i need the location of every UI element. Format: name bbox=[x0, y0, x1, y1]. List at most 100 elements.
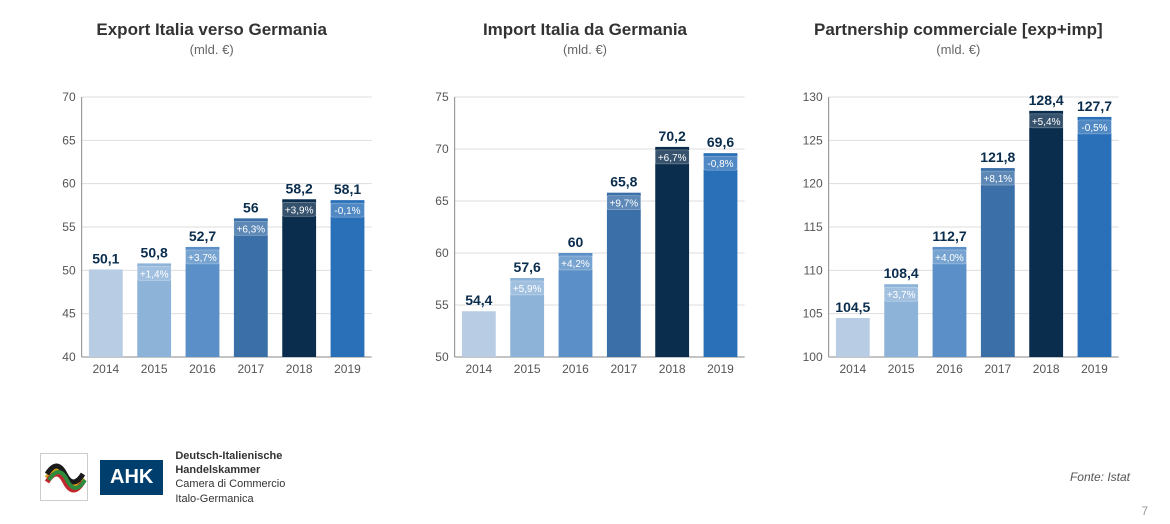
logo-text: Deutsch-Italienische Handelskammer Camer… bbox=[175, 449, 285, 506]
chart-svg: 100105110115120125130104,52014108,4+3,7%… bbox=[787, 67, 1130, 387]
bar-pct-label: +9,7% bbox=[610, 199, 639, 210]
bar bbox=[331, 200, 365, 357]
logo-line4: Italo-Germanica bbox=[175, 492, 285, 506]
bar-value-label: 121,8 bbox=[980, 149, 1015, 165]
y-tick-label: 70 bbox=[436, 142, 450, 156]
y-tick-label: 45 bbox=[62, 307, 76, 321]
bar-value-label: 57,6 bbox=[514, 259, 541, 275]
y-tick-label: 120 bbox=[802, 177, 822, 191]
x-tick-label: 2016 bbox=[562, 362, 589, 376]
x-tick-label: 2019 bbox=[707, 362, 734, 376]
ahk-badge: AHK bbox=[100, 460, 163, 495]
bar-value-label: 112,7 bbox=[932, 228, 966, 244]
bar-pct-label: +4,0% bbox=[935, 253, 964, 264]
bar-value-label: 52,7 bbox=[189, 228, 216, 244]
logo-line2: Handelskammer bbox=[175, 463, 285, 477]
x-tick-label: 2019 bbox=[334, 362, 361, 376]
bar bbox=[607, 193, 641, 357]
x-tick-label: 2017 bbox=[237, 362, 264, 376]
bar-value-label: 58,2 bbox=[286, 180, 313, 196]
bar-value-label: 69,6 bbox=[707, 134, 734, 150]
chart-svg: 4045505560657050,1201450,8+1,4%201552,7+… bbox=[40, 67, 383, 387]
chart-title: Export Italia verso Germania bbox=[96, 20, 327, 40]
bar-value-label: 65,8 bbox=[611, 174, 638, 190]
bar-value-label: 127,7 bbox=[1077, 98, 1112, 114]
page-number: 7 bbox=[1141, 504, 1148, 518]
bar bbox=[234, 218, 268, 357]
bar-value-label: 58,1 bbox=[334, 181, 361, 197]
bar-pct-label: -0,5% bbox=[1081, 123, 1107, 134]
y-tick-label: 60 bbox=[62, 177, 76, 191]
chart-2: Partnership commerciale [exp+imp] (mld. €… bbox=[787, 20, 1130, 387]
y-tick-label: 55 bbox=[436, 298, 450, 312]
y-tick-label: 110 bbox=[803, 263, 822, 277]
chart-title: Import Italia da Germania bbox=[483, 20, 687, 40]
bar-pct-label: +8,1% bbox=[983, 174, 1012, 185]
y-tick-label: 70 bbox=[62, 90, 76, 104]
x-tick-label: 2014 bbox=[466, 362, 493, 376]
bar bbox=[836, 318, 870, 357]
bar-pct-label: +1,4% bbox=[140, 269, 169, 280]
y-tick-label: 100 bbox=[802, 350, 822, 364]
bar bbox=[462, 311, 496, 357]
x-tick-label: 2018 bbox=[659, 362, 686, 376]
chart-1: Import Italia da Germania (mld. €) 50 55 60 6… bbox=[413, 20, 756, 387]
footer: AHK Deutsch-Italienische Handelskammer C… bbox=[40, 449, 1130, 506]
bar-pct-label: +3,9% bbox=[285, 205, 314, 216]
y-tick-label: 55 bbox=[62, 220, 76, 234]
y-tick-label: 60 bbox=[436, 246, 450, 260]
x-tick-label: 2015 bbox=[887, 362, 914, 376]
bar-value-label: 108,4 bbox=[883, 265, 918, 281]
y-tick-label: 75 bbox=[436, 90, 450, 104]
bar bbox=[656, 147, 690, 357]
x-tick-label: 2019 bbox=[1081, 362, 1108, 376]
bar-value-label: 128,4 bbox=[1028, 92, 1063, 108]
bar bbox=[282, 199, 316, 357]
x-tick-label: 2016 bbox=[936, 362, 963, 376]
x-tick-label: 2018 bbox=[286, 362, 313, 376]
bar-value-label: 56 bbox=[243, 199, 259, 215]
bar-pct-label: +6,7% bbox=[658, 153, 687, 164]
chart-subtitle: (mld. €) bbox=[936, 42, 980, 57]
source-label: Fonte: Istat bbox=[1070, 470, 1130, 484]
x-tick-label: 2017 bbox=[984, 362, 1011, 376]
y-tick-label: 50 bbox=[62, 263, 76, 277]
bar-pct-label: -0,8% bbox=[708, 159, 734, 170]
chart-title: Partnership commerciale [exp+imp] bbox=[814, 20, 1103, 40]
chart-0: Export Italia verso Germania (mld. €) 40 45… bbox=[40, 20, 383, 387]
chart-subtitle: (mld. €) bbox=[190, 42, 234, 57]
logo-line3: Camera di Commercio bbox=[175, 477, 285, 491]
bar-pct-label: -0,1% bbox=[334, 206, 360, 217]
bar-pct-label: +3,7% bbox=[887, 290, 916, 301]
y-tick-label: 130 bbox=[802, 90, 822, 104]
x-tick-label: 2016 bbox=[189, 362, 216, 376]
y-tick-label: 115 bbox=[803, 220, 822, 234]
logo-line1: Deutsch-Italienische bbox=[175, 449, 285, 463]
bar bbox=[89, 269, 123, 357]
bar-pct-label: +5,4% bbox=[1032, 117, 1061, 128]
x-tick-label: 2015 bbox=[141, 362, 168, 376]
x-tick-label: 2018 bbox=[1032, 362, 1059, 376]
bar bbox=[1029, 111, 1063, 357]
bar bbox=[1077, 117, 1111, 357]
bar bbox=[704, 153, 738, 357]
y-tick-label: 65 bbox=[436, 194, 450, 208]
y-tick-label: 40 bbox=[62, 350, 76, 364]
y-tick-label: 65 bbox=[62, 133, 76, 147]
chart-subtitle: (mld. €) bbox=[563, 42, 607, 57]
bar-pct-label: +4,2% bbox=[562, 259, 591, 270]
y-tick-label: 50 bbox=[436, 350, 450, 364]
x-tick-label: 2017 bbox=[611, 362, 638, 376]
x-tick-label: 2014 bbox=[92, 362, 119, 376]
bar-value-label: 60 bbox=[568, 234, 584, 250]
y-tick-label: 105 bbox=[802, 307, 822, 321]
bar-value-label: 104,5 bbox=[835, 299, 870, 315]
ahk-logo-icon bbox=[40, 453, 88, 501]
bar-value-label: 50,1 bbox=[92, 250, 119, 266]
x-tick-label: 2015 bbox=[514, 362, 541, 376]
y-tick-label: 125 bbox=[802, 133, 822, 147]
bar-pct-label: +5,9% bbox=[513, 284, 542, 295]
bar-value-label: 54,4 bbox=[466, 292, 493, 308]
bar-pct-label: +3,7% bbox=[188, 253, 217, 264]
charts-row: Export Italia verso Germania (mld. €) 40 45… bbox=[0, 0, 1170, 387]
